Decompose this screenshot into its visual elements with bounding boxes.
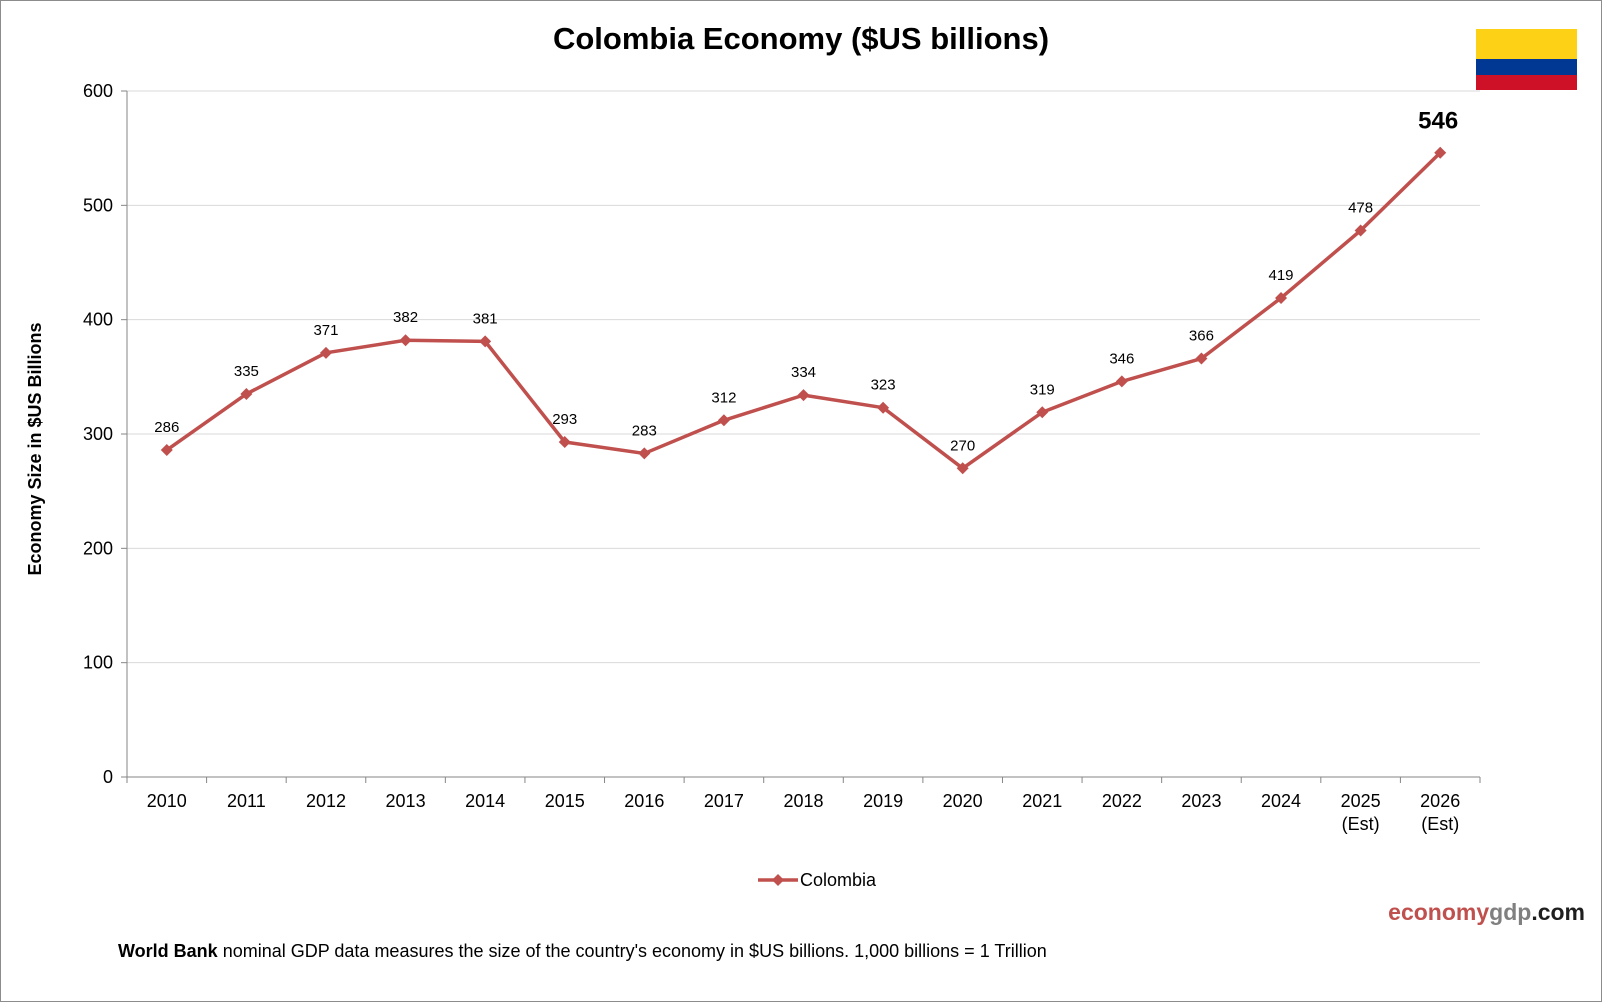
legend-swatch-marker [772, 874, 784, 886]
data-point [1115, 375, 1128, 388]
footnote-source: World Bank [118, 941, 218, 961]
data-label: 293 [552, 411, 577, 428]
x-tick-label: 2021 [1022, 791, 1062, 811]
x-tick-label: 2012 [306, 791, 346, 811]
footnote-text: nominal GDP data measures the size of th… [217, 941, 1047, 961]
y-tick-label: 400 [83, 310, 113, 330]
data-point [479, 335, 492, 348]
series-line [165, 151, 1442, 471]
brand-part-com: .com [1531, 899, 1585, 925]
y-tick-label: 200 [83, 538, 113, 558]
data-label: 270 [950, 437, 975, 454]
x-tick-label: 2010 [147, 791, 187, 811]
data-point [956, 462, 969, 475]
x-tick-label: 2026 (Est) [1420, 791, 1460, 834]
x-tick-label: 2018 [783, 791, 823, 811]
data-label: 334 [791, 364, 816, 381]
data-label: 312 [711, 389, 736, 406]
x-tick-label: 2019 [863, 791, 903, 811]
data-label: 283 [632, 422, 657, 439]
data-point [877, 401, 890, 414]
x-tick-label: 2016 [624, 791, 664, 811]
flag-stripe-yellow [1476, 29, 1577, 59]
data-label: 323 [871, 377, 896, 394]
data-point [160, 444, 173, 457]
data-label: 382 [393, 309, 418, 326]
data-label: 366 [1189, 328, 1214, 345]
data-point [1275, 291, 1288, 304]
x-tick-label: 2011 [227, 791, 266, 811]
data-label: 478 [1348, 199, 1373, 216]
y-tick-label: 100 [83, 653, 113, 673]
brand-watermark: economygdp.com [1388, 899, 1585, 926]
axes [121, 90, 1481, 783]
chart-title: Colombia Economy ($US billions) [553, 21, 1049, 56]
flag-stripe-red [1476, 75, 1577, 90]
x-tick-label: 2013 [386, 791, 426, 811]
x-tick-label: 2024 [1261, 791, 1301, 811]
data-label: 346 [1109, 350, 1134, 367]
x-tick-label: 2015 [545, 791, 585, 811]
brand-part-economy: economy [1388, 899, 1490, 925]
y-tick-label: 600 [83, 81, 113, 101]
data-labels: 286 335 371 382 381 293 283 312 334 323 270 319 346 3… [154, 108, 1458, 455]
legend: Colombia [758, 870, 877, 890]
data-label: 381 [473, 310, 498, 327]
data-point [399, 334, 412, 347]
brand-part-gdp: gdp [1489, 899, 1532, 925]
y-axis-label: Economy Size in $US Billions [25, 322, 45, 575]
data-point [1195, 352, 1208, 365]
colombia-flag-icon [1476, 29, 1577, 90]
data-point [638, 447, 651, 460]
x-tick-label: 2020 [943, 791, 983, 811]
data-point [319, 346, 332, 359]
footnote: World Bank nominal GDP data measures the… [118, 941, 1047, 962]
gridlines [127, 90, 1480, 664]
x-tick-label: 2022 [1102, 791, 1142, 811]
data-point [240, 387, 253, 400]
data-point [797, 389, 810, 402]
y-tick-label: 0 [103, 767, 113, 787]
x-tick-label: 2014 [465, 791, 505, 811]
data-label: 335 [234, 363, 259, 380]
flag-stripe-blue [1476, 59, 1577, 75]
x-tick-label: 2025 (Est) [1341, 791, 1381, 834]
data-label: 546 [1418, 108, 1458, 135]
data-point [1354, 224, 1367, 237]
y-tick-label: 300 [83, 424, 113, 444]
legend-label: Colombia [800, 870, 877, 890]
x-tick-label: 2017 [704, 791, 744, 811]
data-label: 286 [154, 419, 179, 436]
data-label: 371 [313, 322, 338, 339]
data-point [717, 414, 730, 427]
x-tick-labels: 2010 2011 2012 2013 2014 2015 2016 2017 2018 2019… [147, 791, 1460, 834]
y-tick-labels: 0 100 200 300 400 500 600 [83, 81, 113, 787]
y-tick-label: 500 [83, 195, 113, 215]
data-label: 319 [1030, 381, 1055, 398]
data-point [1036, 406, 1049, 419]
data-point [558, 436, 571, 449]
series-colombia [160, 146, 1447, 475]
x-tick-label: 2023 [1181, 791, 1221, 811]
data-label: 419 [1269, 267, 1294, 284]
data-point [1434, 146, 1447, 159]
